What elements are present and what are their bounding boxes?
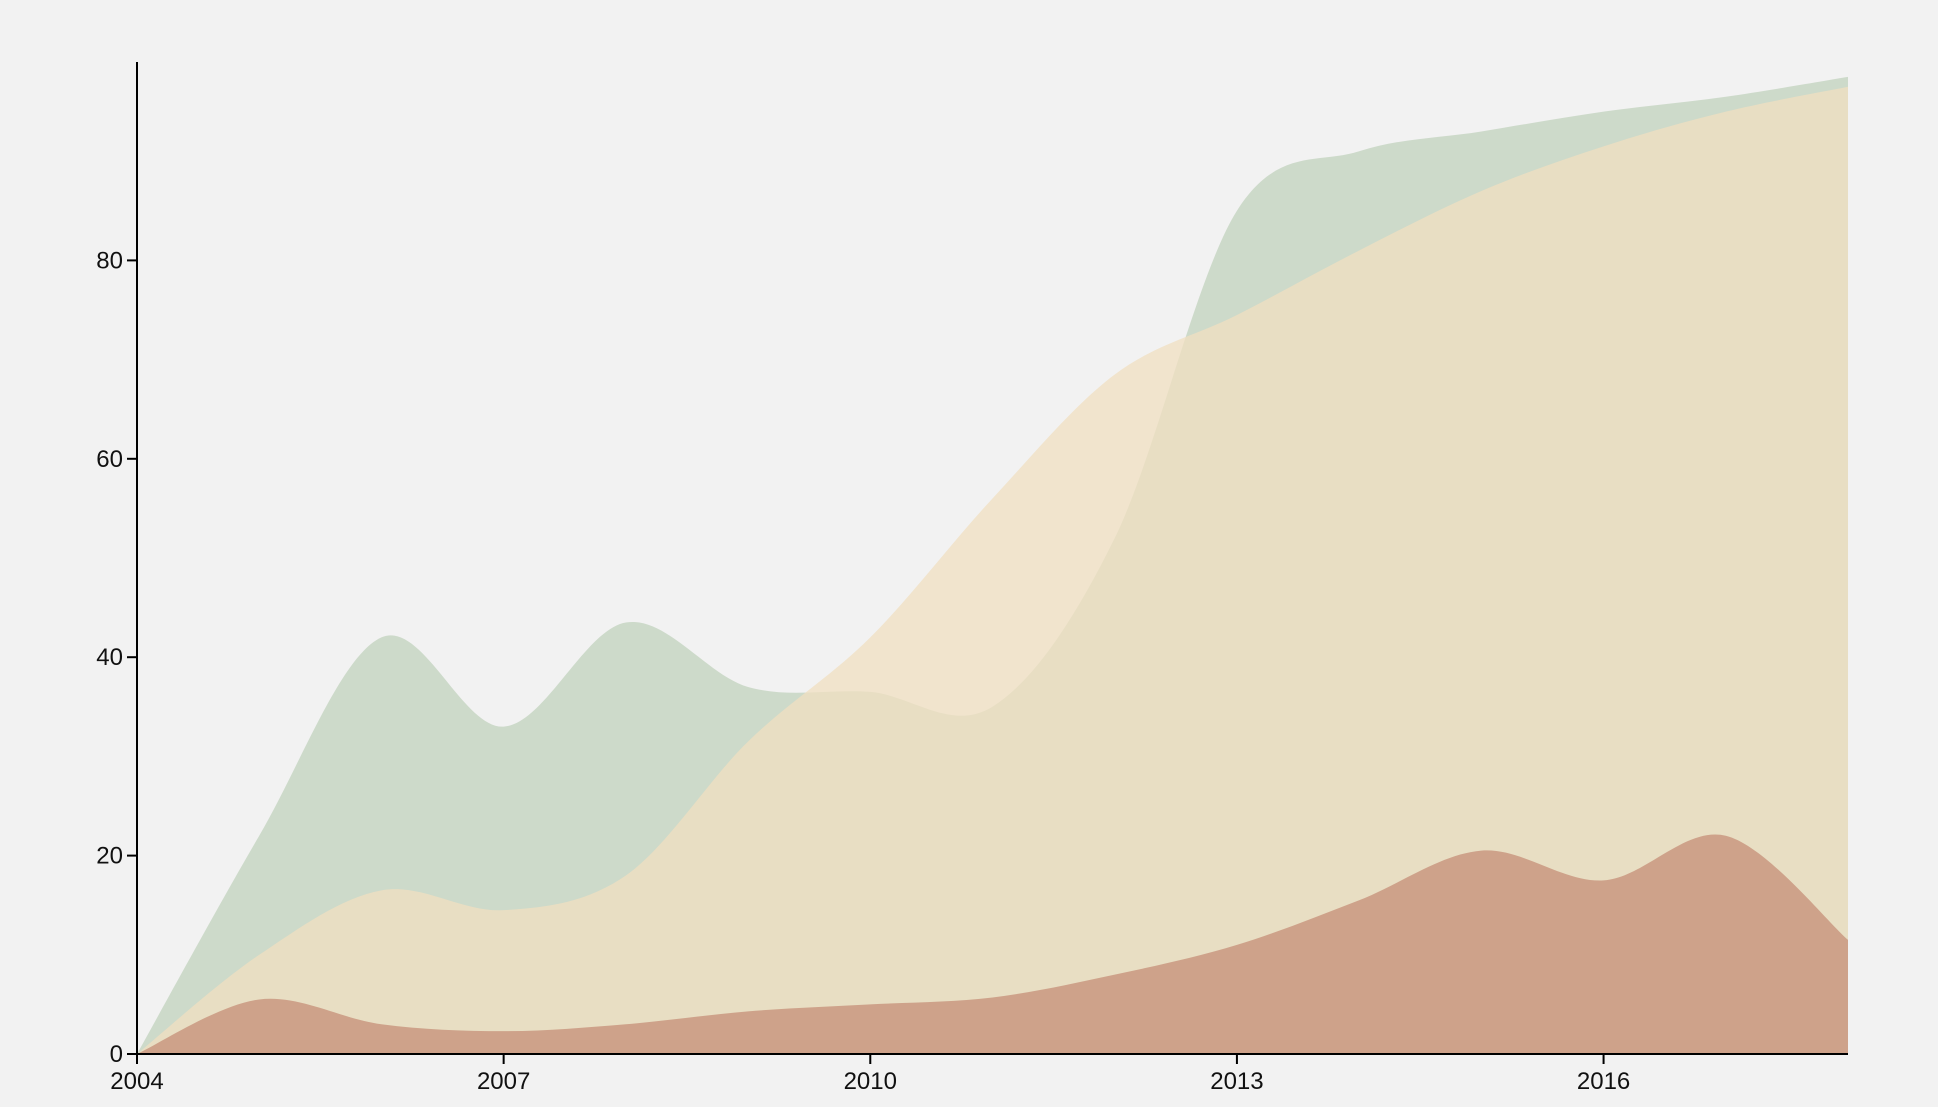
x-tick-label: 2010 [844,1068,897,1095]
area-series-3 [137,834,1848,1054]
x-tick-label: 2013 [1210,1068,1263,1095]
y-tick-label: 60 [96,446,123,473]
y-tick-label: 0 [110,1041,123,1068]
y-tick-label: 80 [96,247,123,274]
x-tick-label: 2007 [477,1068,530,1095]
y-ticks-group: 0 20 40 60 80 [96,247,137,1068]
axes-group [136,62,1848,1055]
x-tick-label: 2016 [1577,1068,1630,1095]
x-ticks-group: 2004 2007 2010 2013 2016 [110,1054,1630,1095]
y-tick-label: 20 [96,843,123,870]
y-tick-label: 40 [96,644,123,671]
x-tick-label: 2004 [110,1068,163,1095]
area-series-2 [137,86,1848,1055]
area-series-group [137,76,1848,1055]
